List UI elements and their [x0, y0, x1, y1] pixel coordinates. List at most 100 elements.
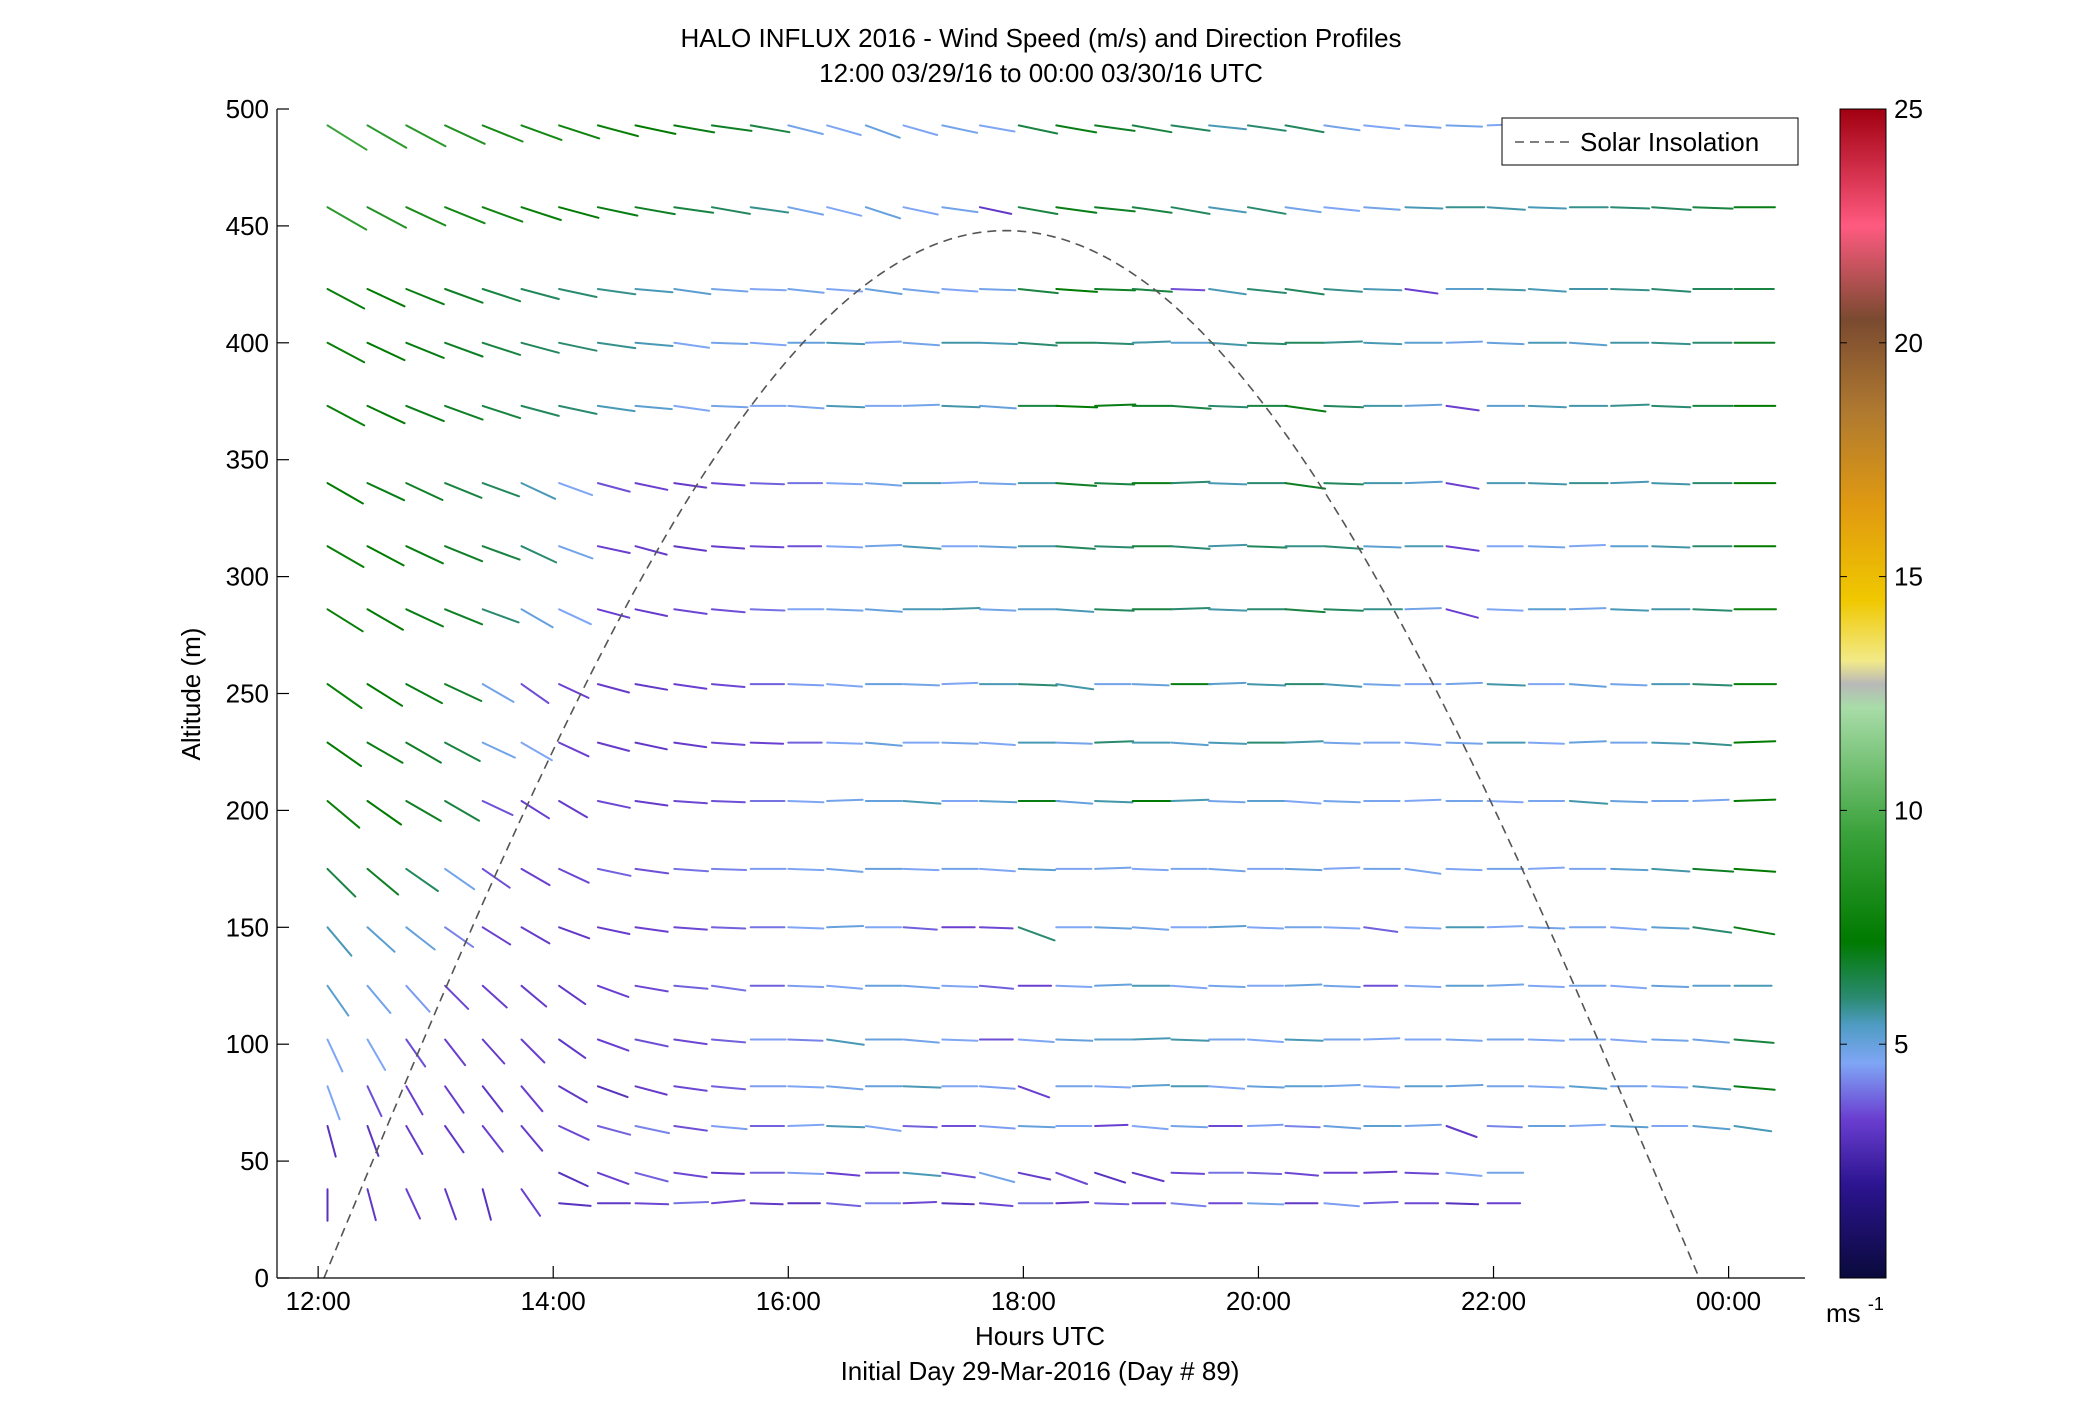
wind-barb [366, 288, 406, 308]
wind-barb [1486, 800, 1524, 804]
x-axis-ticks: 12:00 14:00 16:00 18:00 20:00 22:00 00:00 [286, 1266, 1761, 1316]
wind-barb [902, 800, 942, 805]
wind-barb [634, 1085, 668, 1096]
wind-barb [978, 867, 1016, 873]
wind-barb [1055, 800, 1094, 805]
y-axis-label: Altitude (m) [176, 628, 206, 761]
wind-barb [978, 1202, 1014, 1207]
wind-barb [1284, 867, 1323, 872]
wind-barb [481, 341, 522, 356]
wind-barb [1094, 1085, 1132, 1089]
wind-barb [1527, 404, 1567, 409]
wind-barb [1651, 1085, 1689, 1089]
wind-barb [1404, 984, 1442, 988]
wind-barb [978, 341, 1018, 346]
wind-barb [405, 404, 445, 423]
wind-barb [978, 206, 1013, 215]
wind-barb [710, 867, 748, 871]
wind-barb [710, 1171, 745, 1175]
wind-barb [1170, 607, 1211, 611]
wind-barb [1094, 608, 1135, 612]
wind-barb [787, 800, 825, 804]
wind-barb [1486, 288, 1526, 292]
wind-barb [1208, 681, 1247, 686]
wind-barb [1094, 482, 1136, 486]
wind-barb [1094, 926, 1132, 930]
wind-barb [710, 124, 753, 132]
y-tick-label: 450 [226, 211, 269, 241]
wind-barb [1692, 683, 1733, 687]
wind-barb [1055, 206, 1098, 214]
wind-barb [1017, 124, 1059, 135]
wind-barb [1692, 206, 1734, 210]
wind-barb [1323, 404, 1364, 409]
wind-barb [1404, 798, 1442, 802]
wind-barb [1094, 800, 1134, 804]
wind-barb [1246, 1202, 1285, 1206]
wind-barb [1208, 341, 1248, 347]
wind-barb [634, 124, 677, 135]
wind-barb [444, 608, 484, 626]
wind-barb [1363, 1201, 1399, 1205]
wind-barb [1055, 1038, 1094, 1042]
wind-barb [405, 124, 447, 148]
wind-barb [481, 926, 512, 946]
wind-barb [864, 288, 903, 295]
wind-barb [596, 1085, 629, 1099]
wind-barb [634, 800, 669, 807]
wind-barb [902, 288, 940, 294]
wind-barb [520, 741, 553, 762]
wind-barb [1131, 867, 1169, 872]
wind-barb [1170, 545, 1211, 550]
wind-barb [326, 341, 366, 364]
wind-barb [1651, 206, 1692, 211]
wind-barb [1131, 340, 1171, 344]
wind-barb [1610, 984, 1648, 990]
wind-barb [1692, 1038, 1730, 1044]
wind-barb [902, 683, 940, 687]
wind-barb [405, 1038, 427, 1068]
wind-barb [558, 867, 590, 884]
wind-barb [749, 545, 785, 549]
wind-barb [558, 741, 590, 758]
wind-barb [673, 206, 715, 214]
wind-barb [1363, 288, 1403, 292]
wind-barb [1170, 984, 1208, 990]
wind-barb [520, 1085, 544, 1113]
wind-barb [1733, 867, 1777, 873]
wind-barb [1404, 480, 1443, 485]
wind-barb [1404, 124, 1442, 129]
wind-barb [787, 867, 825, 872]
wind-barb [902, 341, 940, 347]
wind-barb [710, 288, 749, 293]
wind-barb [1246, 288, 1287, 294]
wind-barb [978, 288, 1017, 292]
wind-barb [520, 1188, 542, 1217]
wind-barb [1170, 1202, 1207, 1208]
wind-barb [1404, 206, 1444, 210]
wind-barb [520, 608, 554, 629]
wind-barb [1094, 983, 1132, 987]
wind-barb [558, 984, 587, 1006]
wind-barb [787, 288, 825, 294]
wind-barb [405, 683, 443, 705]
wind-barb [1733, 740, 1777, 744]
wind-barb [864, 206, 902, 220]
wind-barb [1131, 1171, 1165, 1183]
wind-barb [520, 984, 548, 1008]
wind-barb [1610, 403, 1650, 407]
wind-barb [1568, 800, 1609, 805]
wind-barb [366, 545, 405, 567]
wind-barb [978, 926, 1014, 930]
wind-barb [1651, 984, 1690, 988]
wind-barb [1170, 480, 1211, 485]
wind-barb [1651, 545, 1691, 549]
wind-barb [749, 124, 791, 134]
wind-barb [1692, 1125, 1731, 1131]
wind-barb [366, 124, 408, 149]
wind-barb [1017, 288, 1059, 295]
wind-barb [710, 926, 747, 930]
wind-barb [1363, 1037, 1401, 1041]
wind-barb [444, 545, 484, 563]
wind-barb [520, 482, 557, 500]
